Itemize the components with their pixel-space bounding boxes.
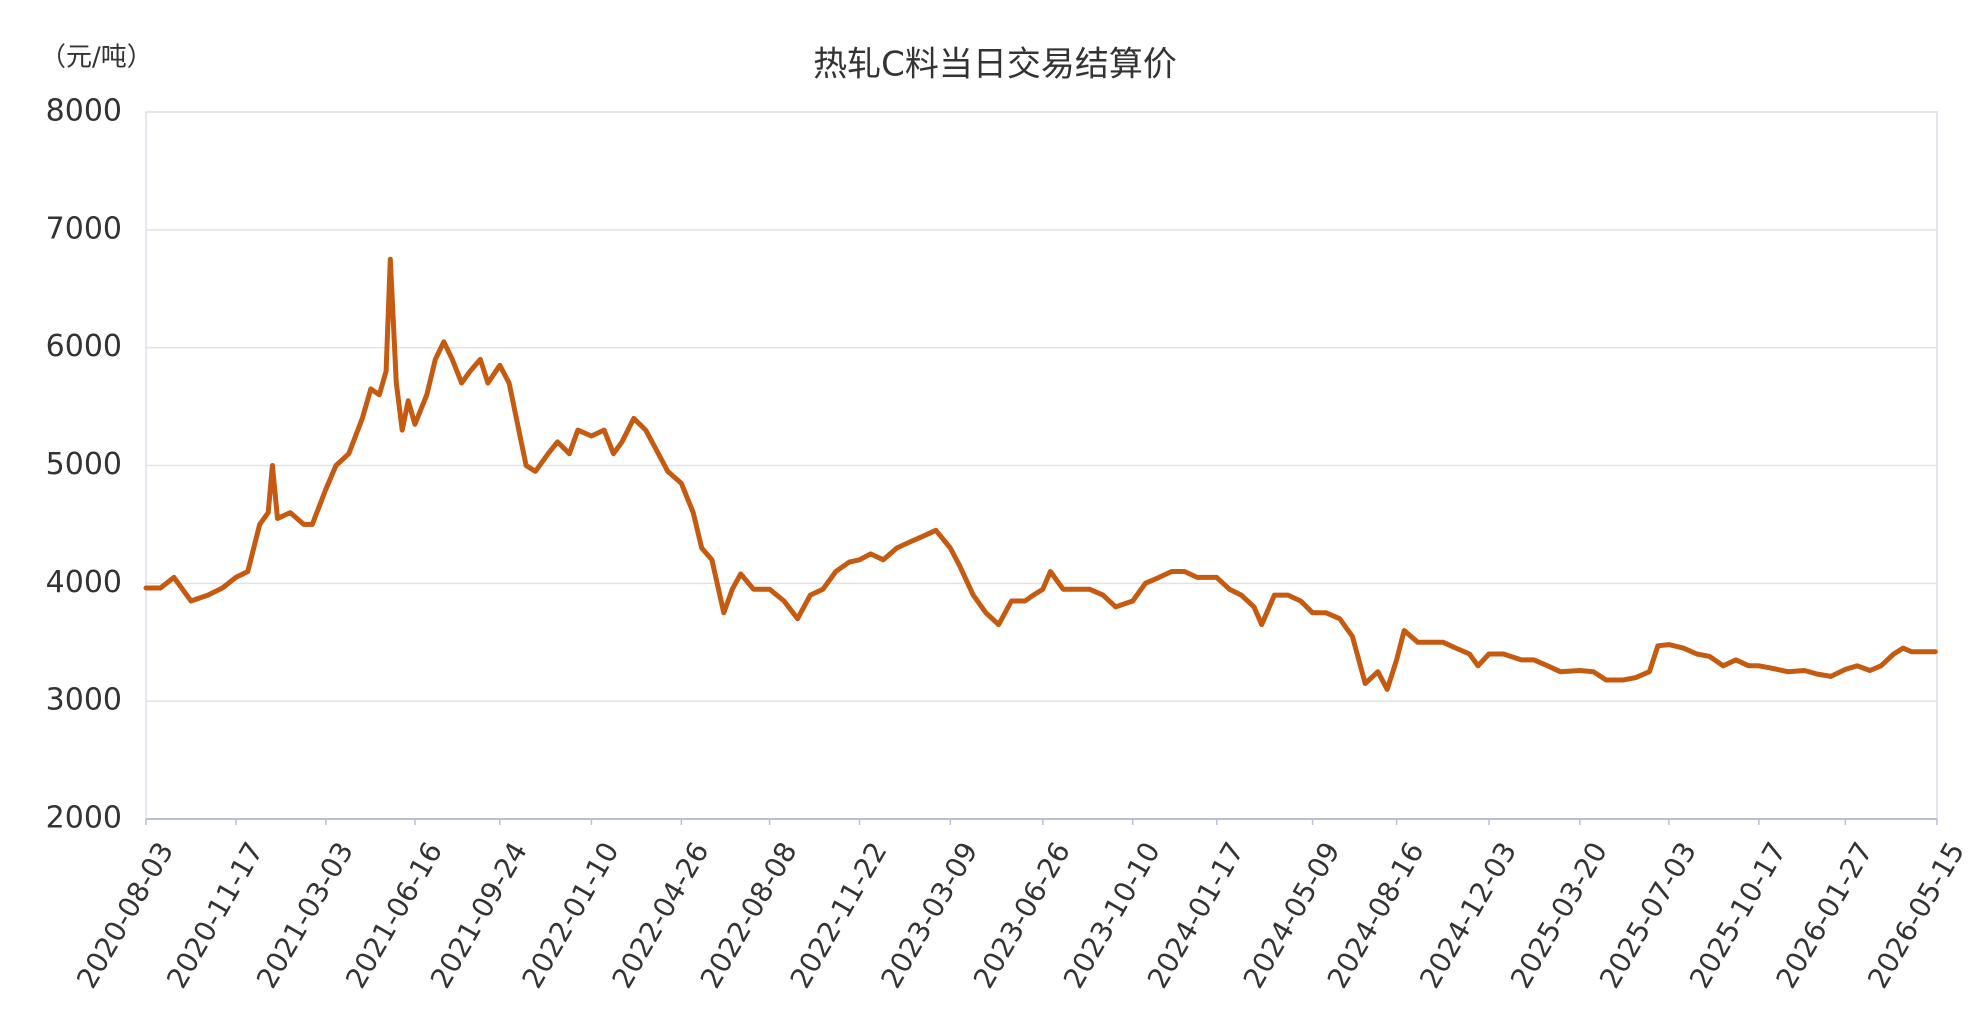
chart-title: 热轧C料当日交易结算价 xyxy=(813,45,1177,85)
y-tick-label: 7000 xyxy=(46,211,122,246)
x-tick-label: 2024-12-03 xyxy=(1413,836,1523,993)
x-tick-label: 2023-03-09 xyxy=(874,836,984,993)
y-tick-label: 5000 xyxy=(46,447,122,482)
y-tick-label: 4000 xyxy=(46,565,122,600)
y-tick-label: 2000 xyxy=(46,801,122,836)
y-tick-label: 3000 xyxy=(46,683,122,718)
y-tick-label: 6000 xyxy=(46,329,122,364)
y-tick-label: 8000 xyxy=(46,94,122,129)
x-tick-label: 2022-11-22 xyxy=(784,836,894,993)
price-line xyxy=(143,256,1938,692)
x-tick-label: 2026-05-15 xyxy=(1861,836,1971,993)
y-axis-unit: （元/吨） xyxy=(40,43,153,73)
